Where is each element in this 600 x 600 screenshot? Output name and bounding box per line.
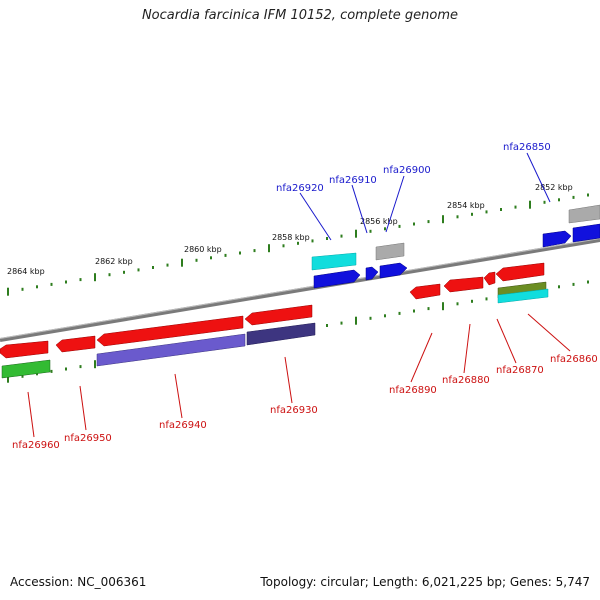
label-nfa26930[interactable]: nfa26930: [270, 405, 318, 416]
leader-nfa26910: [351, 184, 368, 234]
gene-nfa26850-blue-2[interactable]: [572, 223, 600, 243]
reverse-gene-labels: nfa26860 nfa26870 nfa26880 nfa26890 nfa2…: [12, 354, 598, 451]
gene-nfa26910[interactable]: [365, 266, 379, 281]
label-nfa26880[interactable]: nfa26880: [442, 375, 490, 386]
gene-nfa26920-cyan[interactable]: [311, 252, 357, 271]
gene-nfa26960-green[interactable]: [1, 359, 51, 379]
scale-ticks-top: [7, 193, 589, 296]
scale-label-2864: 2864 kbp: [7, 267, 45, 276]
scale-label-2854: 2854 kbp: [447, 201, 485, 210]
label-nfa26870[interactable]: nfa26870: [496, 365, 544, 376]
map-title: Nocardia farcinica IFM 10152, complete g…: [141, 8, 459, 23]
label-nfa26960[interactable]: nfa26960: [12, 440, 60, 451]
genome-backbone-highlight: [0, 238, 600, 339]
scale-label-2856: 2856 kbp: [360, 217, 398, 226]
scale-label-2852: 2852 kbp: [535, 183, 573, 192]
reverse-genes: [0, 262, 549, 379]
label-nfa26890[interactable]: nfa26890: [389, 385, 437, 396]
label-leader-lines: [27, 152, 571, 438]
gene-nfa26930-darkpurple[interactable]: [246, 322, 316, 346]
gene-nfa26880[interactable]: [443, 276, 484, 293]
leader-nfa26940: [174, 373, 183, 419]
leader-nfa26890: [410, 332, 433, 383]
gene-nfa26900[interactable]: [379, 262, 408, 279]
label-nfa26920[interactable]: nfa26920: [276, 183, 324, 194]
genome-summary-text: Topology: circular; Length: 6,021,225 bp…: [260, 575, 590, 589]
label-nfa26950[interactable]: nfa26950: [64, 433, 112, 444]
label-nfa26940[interactable]: nfa26940: [159, 420, 207, 431]
scale-label-2862: 2862 kbp: [95, 257, 133, 266]
gene-nfa26850-blue-1[interactable]: [542, 230, 572, 248]
forward-gene-labels: nfa26850 nfa26900 nfa26910 nfa26920: [276, 142, 551, 194]
gene-nfa26940[interactable]: [96, 315, 244, 347]
gene-nfa26950[interactable]: [55, 335, 96, 353]
gene-nfa26860[interactable]: [495, 262, 545, 282]
gene-nfa26930[interactable]: [244, 304, 313, 326]
gene-nfa26940-purple[interactable]: [96, 333, 246, 367]
leader-nfa26960: [27, 391, 35, 438]
leader-nfa26930: [284, 356, 293, 404]
leader-nfa26860: [527, 313, 571, 352]
gene-nfa26900-gray[interactable]: [375, 242, 405, 261]
gene-nfa26920-blue[interactable]: [313, 269, 361, 289]
scale-label-2858: 2858 kbp: [272, 233, 310, 242]
leader-nfa26920: [299, 192, 332, 241]
forward-genes: [311, 204, 600, 289]
label-nfa26860[interactable]: nfa26860: [550, 354, 598, 365]
leader-nfa26870: [496, 318, 517, 364]
leader-nfa26900: [385, 175, 405, 233]
gene-nfa26870-cyan[interactable]: [497, 288, 549, 304]
leader-nfa26880: [463, 323, 471, 374]
gene-nfa26850-gray[interactable]: [568, 204, 600, 224]
scale-labels: 2852 kbp 2854 kbp 2856 kbp 2858 kbp 2860…: [7, 183, 573, 276]
label-nfa26910[interactable]: nfa26910: [329, 175, 377, 186]
leader-nfa26950: [79, 385, 87, 431]
leader-nfa26850: [526, 152, 551, 203]
label-nfa26850[interactable]: nfa26850: [503, 142, 551, 153]
gene-nfa26870[interactable]: [483, 271, 496, 286]
accession-text: Accession: NC_006361: [10, 575, 147, 589]
scale-label-2860: 2860 kbp: [184, 245, 222, 254]
gene-nfa26890[interactable]: [409, 283, 441, 300]
label-nfa26900[interactable]: nfa26900: [383, 165, 431, 176]
gene-nfa26960[interactable]: [0, 340, 49, 359]
genome-backbone: [0, 238, 600, 342]
